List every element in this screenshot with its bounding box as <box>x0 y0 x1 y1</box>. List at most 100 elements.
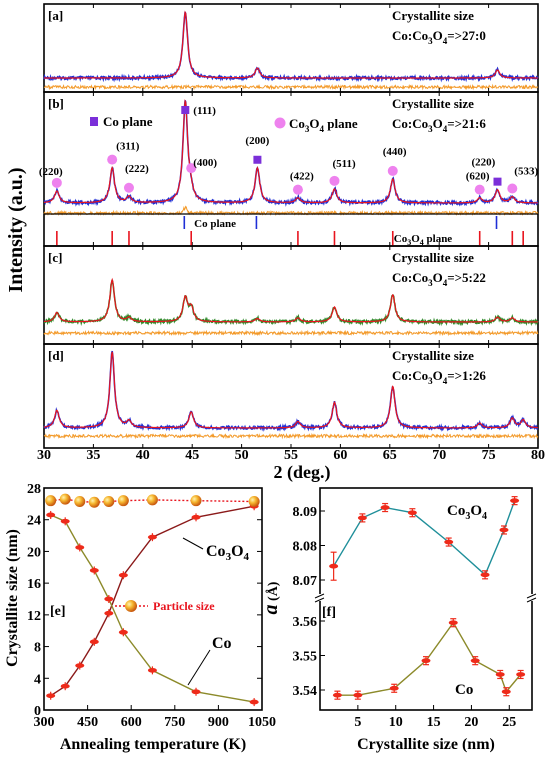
miller-index-label: (311) <box>116 141 140 153</box>
xrd-fit-line <box>43 277 538 323</box>
axis-break-gap <box>316 594 324 601</box>
lattice-data-point <box>480 572 490 578</box>
particle-size-point <box>117 495 129 507</box>
co3o4-plane-legend-label: Co3O4 plane <box>289 116 358 134</box>
miller-index-label: (620) <box>466 171 490 183</box>
particle-legend-label: Particle size <box>153 599 215 613</box>
lattice-data-point <box>516 672 526 677</box>
co3o4-reference-label: Co3O4 plane <box>394 233 453 247</box>
particle-size-point <box>248 495 260 507</box>
annealing-data-point <box>60 518 70 524</box>
xrd-crystallite-title: Crystallite size <box>392 8 474 23</box>
miller-index-label: (220) <box>471 157 495 169</box>
annealing-x-tick-label: 1050 <box>248 715 276 730</box>
co3o4-plane-marker <box>507 183 518 194</box>
lattice-data-point <box>389 685 399 691</box>
lattice-x-tick-label: 20 <box>464 715 478 730</box>
lattice-y-tick-label: 8.08 <box>293 540 318 555</box>
xrd-panel-tag: [c] <box>48 250 62 265</box>
co3o4-label-arrow <box>182 537 204 550</box>
lattice-x-tick-label: 25 <box>502 715 516 730</box>
xrd-crystallite-title: Crystallite size <box>392 96 474 111</box>
co3o4-plane-marker <box>292 184 303 195</box>
miller-index-label: (533) <box>514 165 538 177</box>
lattice-data-point <box>380 505 390 510</box>
axis-break-mark <box>314 593 325 599</box>
lattice-data-point <box>332 692 342 698</box>
xrd-x-tick-label: 40 <box>136 448 150 463</box>
xrd-y-axis-label: Intensity (a.u.) <box>5 167 27 292</box>
lattice-data-point <box>357 515 367 521</box>
annealing-x-tick-label: 750 <box>164 715 185 730</box>
annealing-x-axis-label: Annealing temperature (K) <box>60 736 246 753</box>
annealing-plot-frame <box>43 487 263 711</box>
co-plane-marker <box>181 106 190 114</box>
xrd-x-axis-label: 2 (deg.) <box>274 462 331 483</box>
miller-index-label: (511) <box>332 158 356 170</box>
lattice-data-point <box>444 539 454 545</box>
annealing-data-point <box>89 568 99 573</box>
annealing-x-tick-label: 600 <box>121 715 142 730</box>
co-series-label: Co <box>212 635 232 652</box>
lattice-data-point <box>329 563 339 569</box>
lattice-y-tick-label: 8.09 <box>293 505 318 520</box>
xrd-residual-line <box>43 329 539 337</box>
annealing-y-tick-label: 8 <box>34 641 41 656</box>
annealing-data-point <box>118 629 128 635</box>
co-label-arrow <box>187 649 211 686</box>
xrd-panel-tag: [d] <box>48 348 64 363</box>
co-plane-marker <box>253 155 262 164</box>
annealing-data-point <box>104 610 114 616</box>
annealing-y-tick-label: 0 <box>34 704 41 719</box>
xrd-residual-line <box>43 205 539 217</box>
annealing-chart: Crystallite size (nm) Annealing temperat… <box>4 482 276 753</box>
lattice-y-tick-label: 3.56 <box>293 615 318 630</box>
lattice-data-point <box>510 498 520 504</box>
lattice-data-point <box>407 510 417 516</box>
particle-size-point <box>88 496 100 508</box>
annealing-data-point <box>118 572 128 578</box>
annealing-data-point <box>46 693 56 699</box>
annealing-y-axis-label: Crystallite size (nm) <box>4 529 21 667</box>
lattice-data-point <box>501 689 511 695</box>
annealing-x-tick-label: 900 <box>208 715 229 730</box>
annealing-data-point <box>46 512 56 518</box>
annealing-panel-tag: [e] <box>50 604 66 619</box>
annealing-data-point <box>75 545 85 550</box>
annealing-data-point <box>191 689 201 695</box>
xrd-residual-line <box>43 432 539 440</box>
co3o4-plane-marker <box>123 182 134 193</box>
co-reference-label: Co plane <box>194 218 236 230</box>
miller-index-label: (200) <box>245 135 269 147</box>
particle-size-point <box>146 494 158 506</box>
co3o4-series-label: Co3O4 <box>206 543 250 563</box>
lattice-co3o4-label: Co3O4 <box>447 503 487 522</box>
annealing-data-point <box>147 667 157 673</box>
lattice-y-axis-label: a (Å) <box>260 581 282 614</box>
lattice-panel-tag: [f] <box>322 605 336 620</box>
lattice-data-point <box>499 527 509 533</box>
lattice-chart: a (Å) Crystallite size (nm) [f] 5 10 15 20 2… <box>260 487 537 753</box>
miller-index-label: (111) <box>193 105 216 117</box>
annealing-data-point <box>104 596 114 602</box>
xrd-x-tick-label: 55 <box>284 448 298 463</box>
xrd-fit-line <box>43 99 538 204</box>
axis-break-mark <box>526 593 537 599</box>
lattice-y-tick-label: 3.55 <box>293 650 318 665</box>
xrd-x-tick-label: 30 <box>37 448 51 463</box>
annealing-y-tick-label: 16 <box>27 577 41 592</box>
axis-break-gap <box>528 594 536 601</box>
xrd-ratio-label: Co:Co3O4=>5:22 <box>392 270 486 288</box>
xrd-panel-0: [a] Crystallite size Co:Co3O4=>27:0 <box>43 3 539 93</box>
miller-index-label: (440) <box>383 146 407 158</box>
xrd-residual-line <box>43 83 539 91</box>
annealing-data-point <box>249 699 259 705</box>
annealing-x-tick-label: 300 <box>34 715 55 730</box>
xrd-ratio-label: Co:Co3O4=>27:0 <box>392 28 486 46</box>
axis-break-mark <box>526 597 537 603</box>
co-plane-legend-label: Co plane <box>103 114 153 129</box>
miller-index-label: (222) <box>125 163 149 175</box>
xrd-panel-3: [d] Crystallite size Co:Co3O4=>1:26 <box>43 343 539 449</box>
co-plane-marker <box>493 177 502 186</box>
